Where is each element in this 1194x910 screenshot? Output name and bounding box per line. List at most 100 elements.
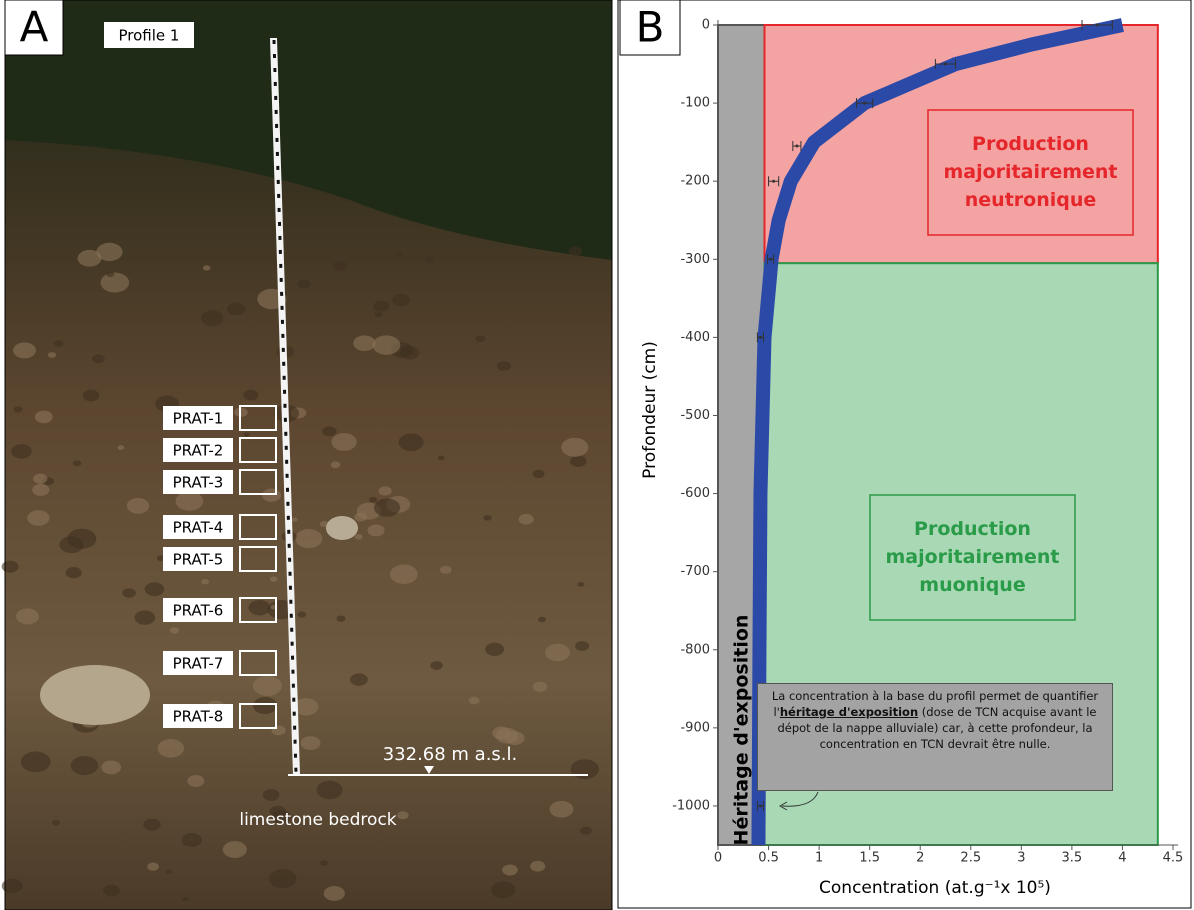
rock bbox=[440, 566, 452, 574]
profile-label: Profile 1 bbox=[119, 27, 180, 45]
rock bbox=[71, 756, 99, 775]
x-tick-label: 1.5 bbox=[859, 851, 880, 866]
sample-label: PRAT-2 bbox=[173, 442, 224, 460]
rock bbox=[375, 312, 383, 318]
rock bbox=[530, 861, 545, 872]
rock bbox=[176, 491, 204, 510]
rock bbox=[48, 352, 56, 358]
data-point bbox=[944, 63, 947, 66]
rock bbox=[35, 411, 53, 424]
region-label: majoritairement bbox=[943, 161, 1117, 183]
y-tick-label: -400 bbox=[680, 330, 710, 345]
sample-label: PRAT-3 bbox=[173, 474, 224, 492]
data-point bbox=[795, 145, 798, 148]
rock bbox=[497, 361, 511, 371]
x-tick-label: 3 bbox=[1017, 851, 1025, 866]
rock bbox=[243, 390, 258, 401]
rock bbox=[201, 579, 209, 585]
rock bbox=[272, 725, 286, 735]
rock bbox=[253, 676, 282, 696]
rock bbox=[295, 529, 322, 548]
rock bbox=[485, 643, 504, 656]
rock bbox=[353, 335, 375, 351]
rock bbox=[425, 256, 434, 262]
rock bbox=[301, 736, 321, 750]
region-label: muonique bbox=[919, 574, 1025, 596]
rock bbox=[103, 885, 120, 897]
y-tick-label: -500 bbox=[680, 408, 710, 423]
rock bbox=[469, 697, 480, 705]
page: A Profile 1 332.68 m a.s.l. limestone be… bbox=[0, 0, 1194, 910]
rock bbox=[227, 302, 245, 315]
region-label: neutronique bbox=[965, 189, 1097, 211]
region-label: majoritairement bbox=[885, 546, 1059, 568]
rock bbox=[570, 455, 587, 467]
data-point bbox=[769, 258, 772, 261]
rock bbox=[320, 860, 328, 866]
rock bbox=[575, 641, 589, 651]
y-tick-label: -100 bbox=[680, 96, 710, 111]
y-axis-title: Profondeur (cm) bbox=[640, 341, 660, 479]
rock bbox=[166, 870, 172, 874]
rock bbox=[101, 760, 121, 774]
rock bbox=[568, 246, 582, 256]
x-axis-title: Concentration (at.g⁻¹x 10⁵) bbox=[819, 878, 1051, 898]
rock bbox=[270, 576, 278, 582]
y-tick-label: 0 bbox=[702, 18, 710, 33]
data-point bbox=[1096, 24, 1099, 27]
elevation-label: 332.68 m a.s.l. bbox=[383, 744, 518, 765]
rock bbox=[52, 820, 60, 826]
rock bbox=[354, 534, 362, 540]
panel-label: A bbox=[20, 3, 49, 52]
rock bbox=[545, 644, 570, 661]
rock bbox=[390, 565, 418, 584]
rock bbox=[491, 881, 515, 898]
rock bbox=[397, 811, 409, 819]
rock bbox=[11, 444, 32, 459]
rock bbox=[187, 775, 204, 787]
data-point bbox=[863, 102, 866, 105]
rock bbox=[322, 426, 336, 436]
rock bbox=[373, 301, 389, 312]
rock bbox=[577, 582, 584, 587]
rock bbox=[533, 682, 548, 692]
rock bbox=[291, 517, 297, 521]
rock bbox=[182, 833, 202, 847]
rock bbox=[331, 461, 341, 468]
rock bbox=[580, 827, 591, 835]
rock bbox=[533, 470, 545, 478]
x-tick-label: 0.5 bbox=[758, 851, 779, 866]
data-point bbox=[772, 180, 775, 183]
rock bbox=[135, 610, 156, 624]
rock bbox=[170, 627, 179, 633]
sample-label: PRAT-7 bbox=[173, 655, 224, 673]
panel-label: B bbox=[636, 3, 665, 52]
rock bbox=[502, 865, 518, 876]
rock bbox=[147, 863, 159, 871]
rock bbox=[143, 819, 160, 831]
rock bbox=[201, 310, 223, 326]
rock bbox=[83, 390, 100, 402]
data-point bbox=[759, 336, 762, 339]
rock bbox=[368, 524, 385, 536]
rock bbox=[92, 354, 105, 363]
rock bbox=[145, 582, 165, 596]
rock bbox=[158, 739, 185, 758]
x-tick-label: 3.5 bbox=[1062, 851, 1083, 866]
y-tick-label: -900 bbox=[680, 720, 710, 735]
rock bbox=[298, 279, 311, 288]
rock bbox=[182, 897, 188, 901]
rock bbox=[244, 432, 250, 436]
y-tick-label: -600 bbox=[680, 486, 710, 501]
rock bbox=[379, 486, 392, 495]
data-point bbox=[759, 804, 762, 807]
rock bbox=[16, 608, 39, 624]
rock bbox=[66, 567, 82, 578]
rock bbox=[203, 265, 210, 270]
y-tick-label: -200 bbox=[680, 174, 710, 189]
y-tick-label: -700 bbox=[680, 564, 710, 579]
rock bbox=[40, 665, 150, 725]
rock bbox=[398, 433, 423, 451]
rock bbox=[27, 510, 49, 526]
y-tick-label: -300 bbox=[680, 252, 710, 267]
